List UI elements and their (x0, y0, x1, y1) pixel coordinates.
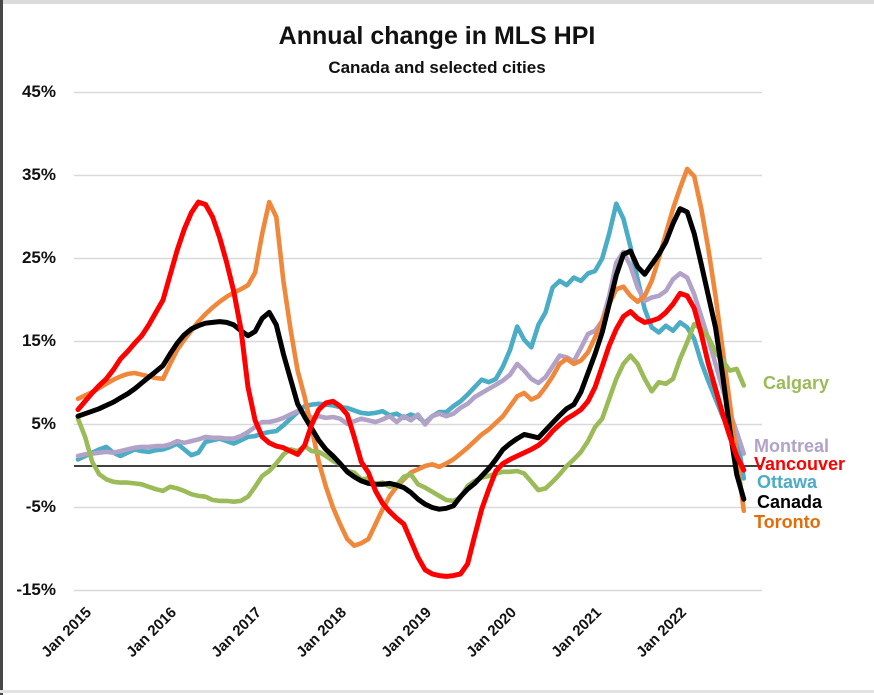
y-tick-label: 45% (21, 81, 56, 101)
y-tick-label: -15% (16, 579, 56, 599)
window-top-border (0, 0, 874, 4)
y-tick-label: 15% (21, 330, 56, 350)
window-left-border (0, 0, 3, 695)
window-bottom-border (0, 690, 874, 693)
chart-subtitle: Canada and selected cities (328, 58, 546, 77)
series-line-vancouver (75, 199, 747, 579)
series-line-calgary (75, 321, 747, 505)
y-tick-label: 35% (21, 164, 56, 184)
y-tick-label: 25% (21, 247, 56, 267)
chart-title: Annual change in MLS HPI (278, 22, 596, 50)
series-label-toronto: Toronto (754, 512, 821, 532)
series-label-canada: Canada (757, 492, 823, 512)
y-tick-label: -5% (25, 496, 56, 516)
series-line-canada (75, 206, 747, 512)
series-label-montreal: Montreal (754, 436, 830, 456)
y-tick-label: 5% (31, 413, 56, 433)
series-label-ottawa: Ottawa (757, 472, 818, 492)
series-line-montreal (75, 249, 747, 459)
series-label-calgary: Calgary (763, 373, 830, 393)
series-label-vancouver: Vancouver (754, 454, 846, 474)
